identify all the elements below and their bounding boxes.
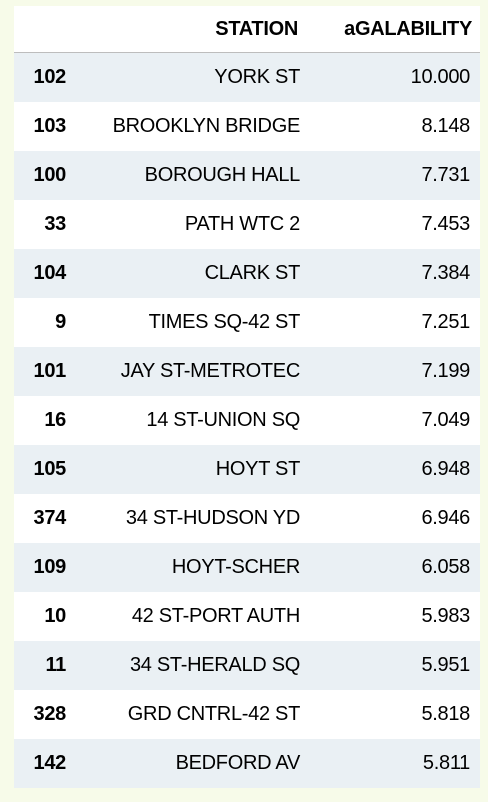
station-cell: HOYT ST xyxy=(72,444,306,494)
table-row: 16 14 ST-UNION SQ 7.049 xyxy=(14,395,480,445)
row-index: 105 xyxy=(14,444,72,494)
table-row: 102 YORK ST 10.000 xyxy=(14,52,480,102)
table-row: 374 34 ST-HUDSON YD 6.946 xyxy=(14,493,480,543)
station-cell: BEDFORD AV xyxy=(72,738,306,788)
availability-cell: 6.058 xyxy=(306,542,480,592)
station-cell: YORK ST xyxy=(72,52,306,102)
row-index: 33 xyxy=(14,199,72,249)
header-availability: aGALABILITY xyxy=(306,6,480,53)
row-index: 100 xyxy=(14,150,72,200)
availability-cell: 7.199 xyxy=(306,346,480,396)
station-cell: 14 ST-UNION SQ xyxy=(72,395,306,445)
table-row: 105 HOYT ST 6.948 xyxy=(14,444,480,494)
table-row: 104 CLARK ST 7.384 xyxy=(14,248,480,298)
table-row: 33 PATH WTC 2 7.453 xyxy=(14,199,480,249)
table-row: 10 42 ST-PORT AUTH 5.983 xyxy=(14,591,480,641)
station-cell: 34 ST-HUDSON YD xyxy=(72,493,306,543)
availability-cell: 7.251 xyxy=(306,297,480,347)
row-index: 101 xyxy=(14,346,72,396)
availability-cell: 7.453 xyxy=(306,199,480,249)
row-index: 11 xyxy=(14,640,72,690)
station-cell: TIMES SQ-42 ST xyxy=(72,297,306,347)
availability-cell: 6.948 xyxy=(306,444,480,494)
station-cell: CLARK ST xyxy=(72,248,306,298)
station-cell: GRD CNTRL-42 ST xyxy=(72,689,306,739)
table-row: 100 BOROUGH HALL 7.731 xyxy=(14,150,480,200)
header-index xyxy=(14,6,72,53)
row-index: 374 xyxy=(14,493,72,543)
availability-cell: 5.983 xyxy=(306,591,480,641)
row-index: 10 xyxy=(14,591,72,641)
station-cell: BROOKLYN BRIDGE xyxy=(72,101,306,151)
station-cell: PATH WTC 2 xyxy=(72,199,306,249)
table-header: STATION aGALABILITY xyxy=(14,6,480,53)
availability-cell: 7.384 xyxy=(306,248,480,298)
row-index: 16 xyxy=(14,395,72,445)
table-row: 103 BROOKLYN BRIDGE 8.148 xyxy=(14,101,480,151)
row-index: 109 xyxy=(14,542,72,592)
table-row: 11 34 ST-HERALD SQ 5.951 xyxy=(14,640,480,690)
availability-cell: 8.148 xyxy=(306,101,480,151)
row-index: 9 xyxy=(14,297,72,347)
table-row: 142 BEDFORD AV 5.811 xyxy=(14,738,480,788)
table-row: 9 TIMES SQ-42 ST 7.251 xyxy=(14,297,480,347)
availability-cell: 5.818 xyxy=(306,689,480,739)
table-row: 101 JAY ST-METROTEC 7.199 xyxy=(14,346,480,396)
row-index: 104 xyxy=(14,248,72,298)
availability-cell: 7.731 xyxy=(306,150,480,200)
station-cell: 42 ST-PORT AUTH xyxy=(72,591,306,641)
table-row: 328 GRD CNTRL-42 ST 5.818 xyxy=(14,689,480,739)
station-cell: HOYT-SCHER xyxy=(72,542,306,592)
row-index: 142 xyxy=(14,738,72,788)
station-cell: 34 ST-HERALD SQ xyxy=(72,640,306,690)
row-index: 103 xyxy=(14,101,72,151)
availability-cell: 5.951 xyxy=(306,640,480,690)
station-cell: BOROUGH HALL xyxy=(72,150,306,200)
row-index: 102 xyxy=(14,52,72,102)
availability-cell: 7.049 xyxy=(306,395,480,445)
station-availability-table: STATION aGALABILITY 102 YORK ST 10.000 103 B… xyxy=(14,6,480,788)
availability-cell: 5.811 xyxy=(306,738,480,788)
availability-cell: 6.946 xyxy=(306,493,480,543)
header-station: STATION xyxy=(72,6,306,53)
header-row: STATION aGALABILITY xyxy=(14,6,480,53)
table-row: 109 HOYT-SCHER 6.058 xyxy=(14,542,480,592)
station-cell: JAY ST-METROTEC xyxy=(72,346,306,396)
dataframe-output: STATION aGALABILITY 102 YORK ST 10.000 103 B… xyxy=(14,6,480,788)
row-index: 328 xyxy=(14,689,72,739)
table-body: 102 YORK ST 10.000 103 BROOKLYN BRIDGE 8.148 1… xyxy=(14,52,480,788)
availability-cell: 10.000 xyxy=(306,52,480,102)
